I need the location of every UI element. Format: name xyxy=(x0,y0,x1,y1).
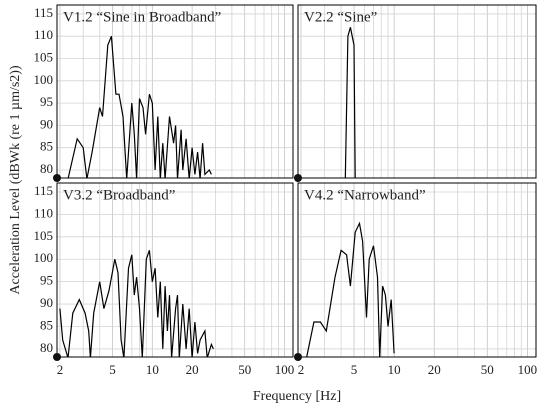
data-line xyxy=(59,250,214,357)
y-tick-label: 115 xyxy=(34,5,53,20)
y-tick-label: 100 xyxy=(34,72,54,87)
x-tick-label: 2 xyxy=(57,362,64,377)
y-axis-label: Acceleration Level (dBWk (re 1 µm/s2)) xyxy=(8,65,23,295)
x-tick-label: 50 xyxy=(481,362,494,377)
y-tick-label: 95 xyxy=(40,273,53,288)
y-tick-label: 100 xyxy=(34,250,54,265)
panel-title: V4.2 “Narrowband” xyxy=(304,187,426,203)
x-tick-label: 10 xyxy=(146,362,159,377)
x-tick-label: 5 xyxy=(351,362,358,377)
data-line xyxy=(306,221,395,357)
y-tick-label: 85 xyxy=(40,139,53,154)
y-tick-label: 115 xyxy=(34,183,53,198)
y-tick-label: 80 xyxy=(40,161,53,176)
x-tick-label: 20 xyxy=(186,362,199,377)
x-tick-label: 5 xyxy=(109,362,116,377)
x-tick-label: 100 xyxy=(518,362,538,377)
x-tick-label: 10 xyxy=(388,362,401,377)
x-axis-label: Frequency [Hz] xyxy=(253,389,341,404)
x-tick-label: 100 xyxy=(275,362,295,377)
x-tick-label: 20 xyxy=(428,362,441,377)
panel-frame xyxy=(297,182,537,358)
y-tick-label: 90 xyxy=(40,295,53,310)
panel-frame xyxy=(56,182,294,358)
x-tick-label: 50 xyxy=(238,362,251,377)
y-tick-label: 105 xyxy=(34,228,54,243)
panel-title: V1.2 “Sine in Broadband” xyxy=(63,9,221,25)
y-tick-label: 90 xyxy=(40,116,53,131)
panel-frame xyxy=(56,4,294,179)
origin-dot xyxy=(294,353,302,361)
data-line xyxy=(67,35,212,178)
origin-dot xyxy=(53,174,61,182)
y-tick-label: 95 xyxy=(40,94,53,109)
origin-dot xyxy=(294,174,302,182)
origin-dot xyxy=(53,353,61,361)
y-tick-label: 110 xyxy=(34,27,53,42)
panel-frame xyxy=(297,4,537,179)
y-tick-label: 110 xyxy=(34,205,53,220)
panel-title: V2.2 “Sine” xyxy=(304,9,377,25)
data-line xyxy=(344,27,356,178)
x-tick-label: 2 xyxy=(298,362,305,377)
y-tick-label: 105 xyxy=(34,49,54,64)
y-tick-label: 80 xyxy=(40,340,53,355)
panel-title: V3.2 “Broadband” xyxy=(63,187,175,203)
y-tick-label: 85 xyxy=(40,317,53,332)
